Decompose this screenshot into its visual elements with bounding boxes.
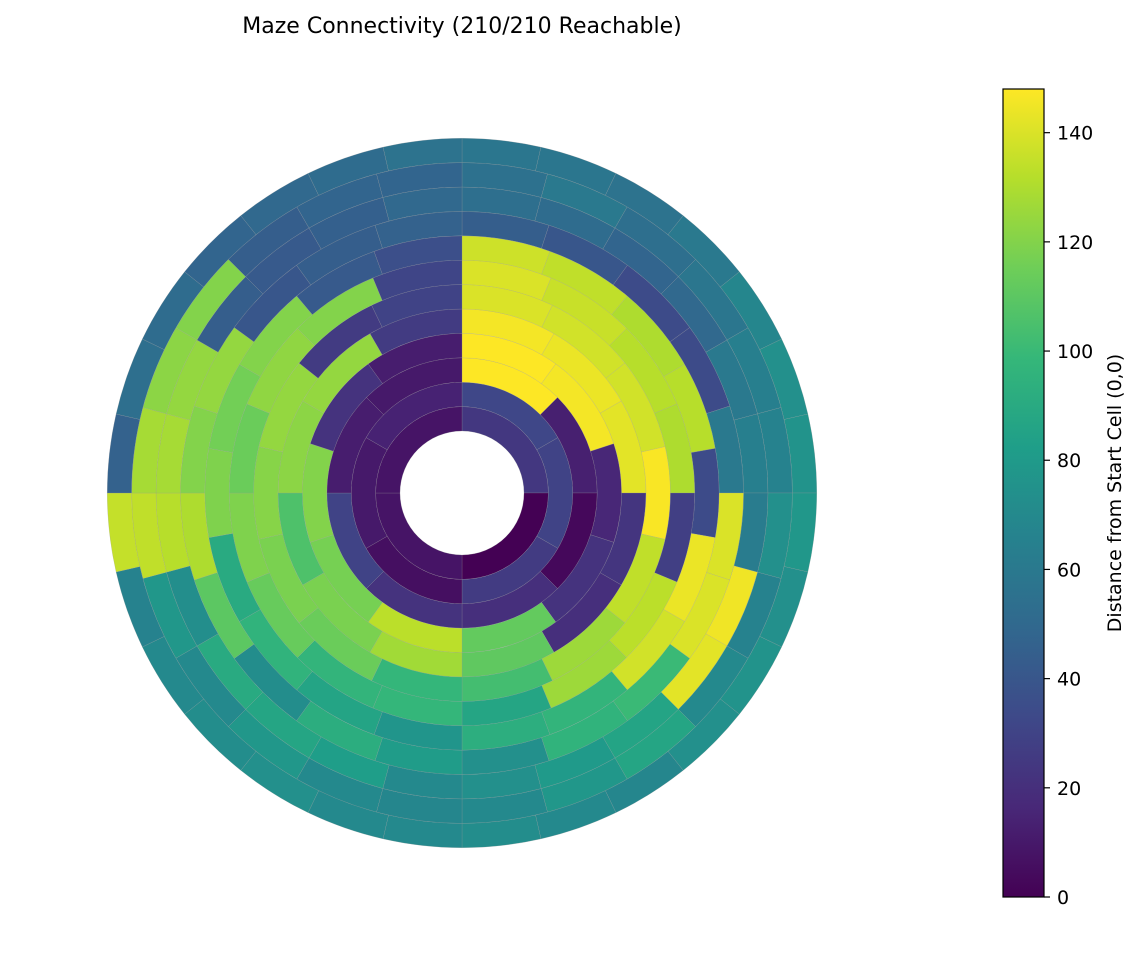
colorbar-tick-label: 0 — [1057, 887, 1069, 909]
polar-maze-plot — [107, 138, 817, 848]
colorbar-tick-label: 140 — [1057, 123, 1093, 145]
colorbar-label: Distance from Start Cell (0,0) — [1104, 354, 1126, 632]
colorbar-tick-label: 20 — [1057, 778, 1081, 800]
maze-cell — [204, 448, 233, 538]
maze-cell — [382, 138, 463, 172]
colorbar-tick-label: 120 — [1057, 232, 1093, 254]
colorbar-body — [1002, 88, 1045, 898]
colorbar-ticks: 0 20 40 60 80 100 120 140 — [1044, 123, 1093, 909]
maze-cell — [691, 448, 720, 538]
colorbar: 0 20 40 60 80 100 120 140 Distance from Start C… — [1002, 88, 1126, 909]
colorbar-tick-label: 60 — [1057, 559, 1081, 581]
colorbar-tick-label: 100 — [1057, 341, 1093, 363]
colorbar-tick-label: 80 — [1057, 450, 1081, 472]
colorbar-tick-label: 40 — [1057, 669, 1081, 691]
chart-title: Maze Connectivity (210/210 Reachable) — [242, 14, 681, 39]
